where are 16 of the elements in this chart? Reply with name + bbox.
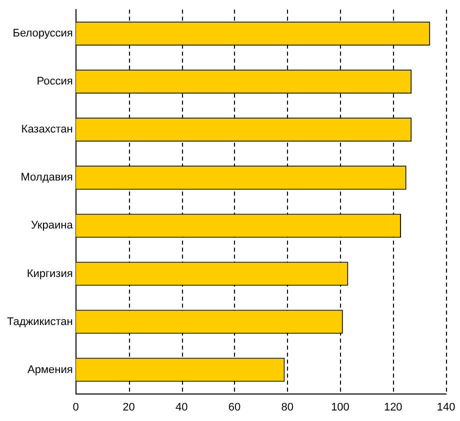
x-tick-label: 80 xyxy=(281,401,294,414)
x-tick-label: 40 xyxy=(175,401,188,414)
y-tick-label: Таджикистан xyxy=(7,316,73,328)
x-tick-label: 60 xyxy=(228,401,241,414)
y-tick-label: Армения xyxy=(28,364,73,376)
y-tick-label: Киргизия xyxy=(26,268,73,280)
y-tick-label: Украина xyxy=(30,220,74,232)
y-tick-label: Казахстан xyxy=(21,124,73,136)
x-tick-label: 100 xyxy=(331,401,350,414)
x-tick-label: 20 xyxy=(122,401,135,414)
y-tick-label: Белоруссия xyxy=(12,28,73,40)
x-tick-label: 140 xyxy=(436,401,456,414)
y-tick-label: Молдавия xyxy=(20,172,73,184)
x-tick-label: 0 xyxy=(72,401,79,414)
y-tick-label: Россия xyxy=(36,76,73,88)
x-tick-label: 120 xyxy=(384,401,402,414)
